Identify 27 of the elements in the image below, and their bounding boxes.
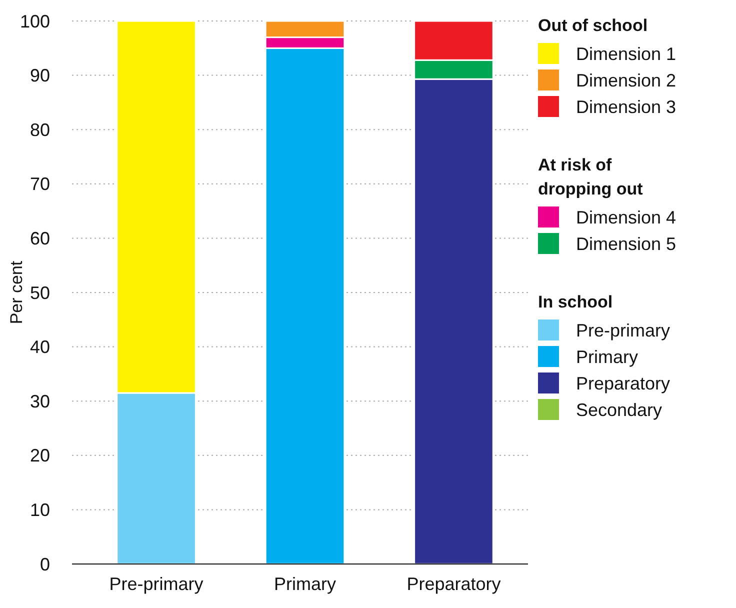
y-tick-label: 60: [30, 228, 50, 248]
y-tick-label: 0: [40, 554, 50, 574]
y-tick-label: 80: [30, 120, 50, 140]
y-tick-label: 20: [30, 446, 50, 466]
legend-label: Pre-primary: [576, 320, 670, 340]
x-tick-label: Preparatory: [406, 574, 501, 594]
legend-label: Dimension 5: [576, 234, 676, 254]
y-tick-label: 100: [20, 11, 50, 32]
legend-label: Dimension 2: [576, 70, 676, 90]
text: In school: [538, 292, 613, 312]
text: Out of school: [538, 16, 648, 35]
legend-label: Preparatory: [576, 374, 670, 394]
legend-label: Dimension 1: [576, 44, 676, 64]
y-tick-label: 90: [30, 66, 50, 86]
x-tick-label: Primary: [274, 574, 336, 594]
legend-label: Secondary: [576, 400, 662, 420]
x-tick-label: Pre-primary: [109, 574, 204, 594]
y-tick-label: 10: [30, 500, 50, 520]
legend-label: Dimension 4: [576, 208, 676, 228]
y-tick-label: 30: [30, 391, 50, 412]
text: At risk of dropping out: [538, 156, 644, 198]
legend-label: Primary: [576, 347, 638, 367]
y-axis-title: Per cent: [7, 260, 26, 324]
legend-label: Dimension 3: [576, 97, 676, 117]
y-tick-label: 50: [30, 282, 50, 303]
y-tick-label: 40: [30, 337, 50, 358]
y-tick-label: 70: [30, 174, 50, 194]
